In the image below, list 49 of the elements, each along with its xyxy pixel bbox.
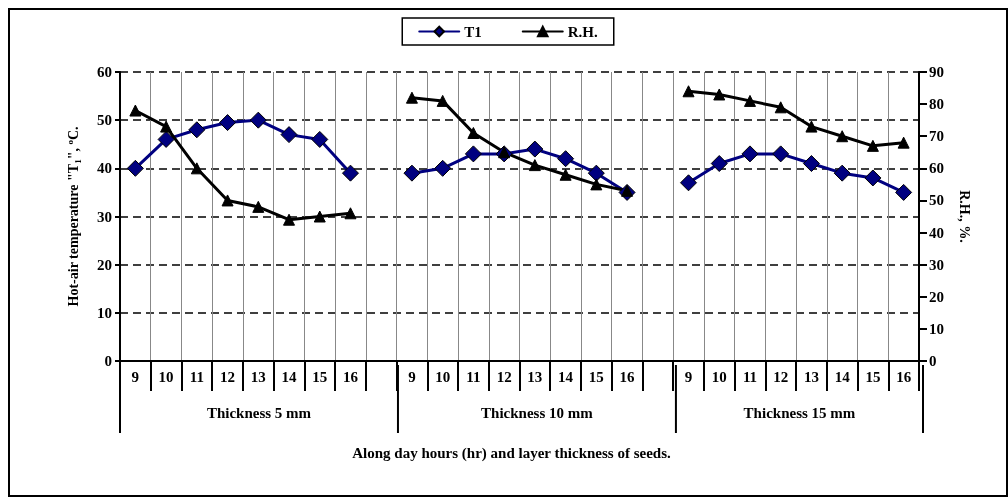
x-tick-label: 16 xyxy=(342,368,359,385)
x-tick-label: 13 xyxy=(803,368,819,385)
x-tick-label: 12 xyxy=(220,368,236,385)
x-tick-label: 14 xyxy=(834,368,851,385)
x-tick-label: 15 xyxy=(865,368,881,385)
text: Thickness 5 mm xyxy=(206,405,312,421)
y2-tick-label: 30 xyxy=(929,256,944,273)
y2-tick-label: 50 xyxy=(929,192,944,209)
y-tick-label: 50 xyxy=(97,112,112,129)
x-tick-label: 9 xyxy=(131,368,140,385)
x-tick-label: 10 xyxy=(711,368,727,385)
y2-tick-label: 70 xyxy=(929,128,944,145)
y2-tick-label: 60 xyxy=(929,160,944,177)
x-tick-label: 13 xyxy=(527,368,543,385)
y2-tick-label: 80 xyxy=(929,96,944,113)
x-tick-label: 10 xyxy=(435,368,451,385)
x-tick-label: 11 xyxy=(189,368,204,385)
y2-tick-label: 0 xyxy=(929,353,937,369)
y2-tick-label: 10 xyxy=(929,320,944,337)
y-tick-label: 20 xyxy=(97,256,112,273)
y-tick-label: 30 xyxy=(97,208,112,225)
y-tick-label: 0 xyxy=(104,353,112,369)
y2-axis-title: R.H., %. xyxy=(956,190,972,243)
x-tick-label: 14 xyxy=(558,368,574,385)
y-tick-label: 60 xyxy=(97,64,112,80)
x-tick-label: 16 xyxy=(896,368,912,385)
y-tick-label: 10 xyxy=(97,304,112,321)
text: Thickness 15 mm xyxy=(743,405,856,421)
x-tick-label: 12 xyxy=(773,368,789,385)
x-tick-label: 9 xyxy=(684,368,693,385)
x-tick-label: 13 xyxy=(250,368,266,385)
y-axis-title: Hot-air temperature "T1", oC. xyxy=(64,126,83,307)
y2-tick-label: 20 xyxy=(929,288,944,305)
y-tick-label: 40 xyxy=(97,160,112,177)
x-tick-label: 10 xyxy=(158,368,174,385)
x-tick-label: 9 xyxy=(408,368,416,385)
legend-label: T1 xyxy=(464,23,482,40)
x-tick-label: 16 xyxy=(619,368,636,385)
x-tick-label: 11 xyxy=(466,368,481,385)
text: Thickness 10 mm xyxy=(481,405,594,421)
x-tick-label: 15 xyxy=(588,368,604,385)
y2-tick-label: 90 xyxy=(929,64,944,80)
x-tick-label: 12 xyxy=(496,368,512,385)
x-tick-label: 14 xyxy=(281,368,298,385)
x-tick-label: 15 xyxy=(312,368,328,385)
x-tick-label: 11 xyxy=(742,368,758,385)
y2-tick-label: 40 xyxy=(929,224,944,241)
legend-label: R.H. xyxy=(567,23,598,40)
x-axis-title: Along day hours (hr) and layer thickness of seeds. xyxy=(352,445,671,462)
